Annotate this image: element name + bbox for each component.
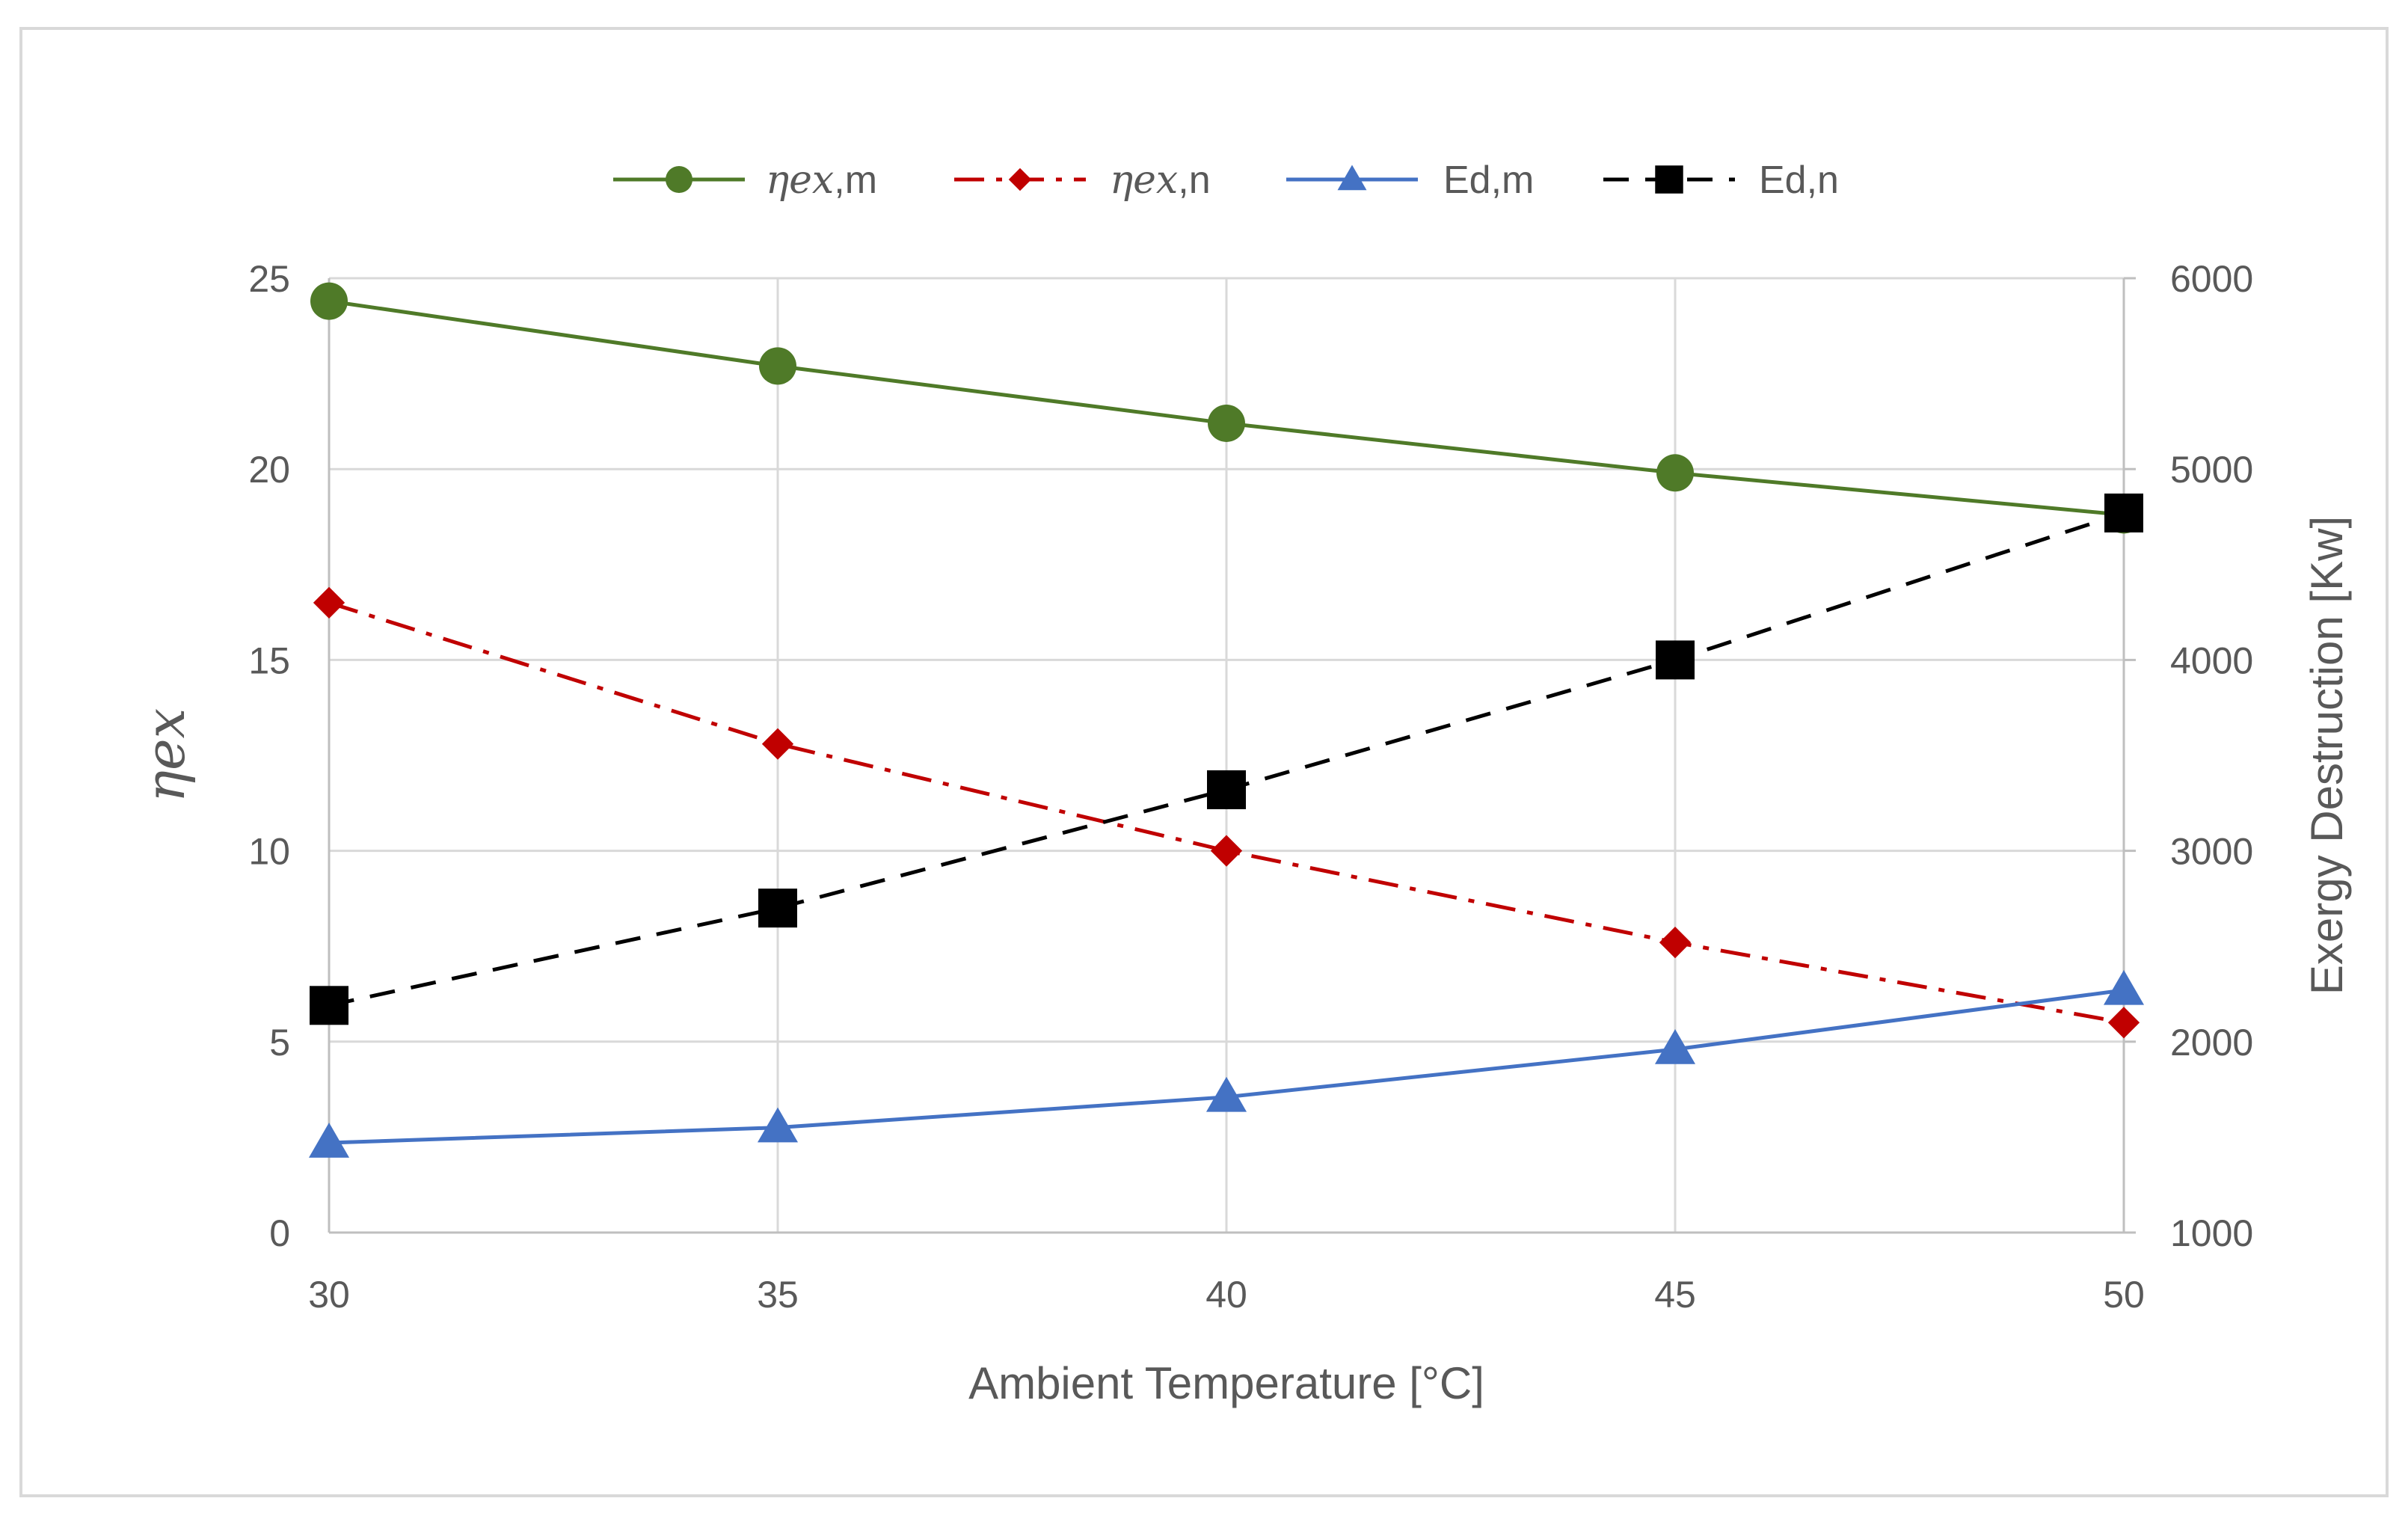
data-point-triangle <box>2103 969 2145 1005</box>
y-axis-left-title: ηex <box>134 708 197 803</box>
legend-label: Ed,m <box>1443 159 1534 202</box>
y-right-tick-label: 1000 <box>2170 1212 2253 1254</box>
legend-item: Ed,n <box>1603 159 1839 202</box>
x-tick-label: 45 <box>1654 1274 1696 1316</box>
x-tick-label: 30 <box>308 1274 350 1316</box>
legend-label: ηex,n <box>1110 158 1211 203</box>
data-point-square <box>310 986 348 1025</box>
data-point-triangle <box>1654 1028 1696 1064</box>
y-axis-right-title: Exergy Destruction [Kw] <box>2302 516 2352 995</box>
legend: ηex,m ηex,n Ed,m Ed,n <box>613 158 1839 203</box>
data-point-triangle <box>1337 165 1367 191</box>
axis-layer: 0 5 10 15 20 25 1000 2000 3000 4000 5000 6000 30 35 40… <box>248 258 2253 1316</box>
data-point-circle <box>1208 404 1245 442</box>
data-point-square <box>1656 640 1695 680</box>
y-left-tick-label: 25 <box>248 258 290 300</box>
x-axis-title: Ambient Temperature [°C] <box>968 1358 1484 1408</box>
series-ed-m <box>308 969 2145 1158</box>
data-point-circle <box>310 282 348 320</box>
data-point-diamond <box>1659 926 1692 959</box>
series-ed-n <box>310 493 2143 1025</box>
data-point-square <box>1207 770 1246 809</box>
y-right-tick-label: 3000 <box>2170 831 2253 873</box>
legend-item: ηex,n <box>954 158 1211 203</box>
y-left-tick-label: 5 <box>269 1022 290 1064</box>
y-left-tick-label: 20 <box>248 449 290 491</box>
y-right-tick-label: 2000 <box>2170 1022 2253 1064</box>
x-tick-label: 50 <box>2103 1274 2145 1316</box>
data-point-triangle <box>308 1123 350 1158</box>
legend-item: ηex,m <box>613 158 877 203</box>
x-tick-label: 40 <box>1205 1274 1247 1316</box>
data-point-circle <box>1656 454 1694 492</box>
series-layer <box>308 282 2145 1158</box>
data-point-diamond <box>313 586 345 619</box>
y-right-tick-label: 5000 <box>2170 449 2253 491</box>
legend-label: Ed,n <box>1759 159 1839 202</box>
y-right-tick-label: 6000 <box>2170 258 2253 300</box>
data-point-diamond <box>1210 835 1243 867</box>
data-point-circle <box>666 166 692 193</box>
legend-item: Ed,m <box>1286 159 1534 202</box>
data-point-triangle <box>757 1107 799 1143</box>
y-right-tick-label: 4000 <box>2170 639 2253 681</box>
data-point-diamond <box>2107 1007 2140 1039</box>
data-point-diamond <box>761 728 794 760</box>
series-line <box>328 601 2125 1025</box>
data-point-square <box>758 889 797 928</box>
data-point-square <box>1655 165 1683 194</box>
y-left-tick-label: 0 <box>269 1212 290 1254</box>
data-point-circle <box>759 347 796 385</box>
chart-frame <box>19 27 2389 1497</box>
data-point-triangle <box>1205 1076 1247 1112</box>
series--ex-n <box>313 586 2140 1039</box>
legend-label: ηex,m <box>766 158 877 203</box>
data-point-diamond <box>1008 168 1032 191</box>
y-left-tick-label: 15 <box>248 639 290 681</box>
data-point-square <box>2104 493 2143 533</box>
y-left-tick-label: 10 <box>248 831 290 873</box>
x-tick-label: 35 <box>757 1274 799 1316</box>
